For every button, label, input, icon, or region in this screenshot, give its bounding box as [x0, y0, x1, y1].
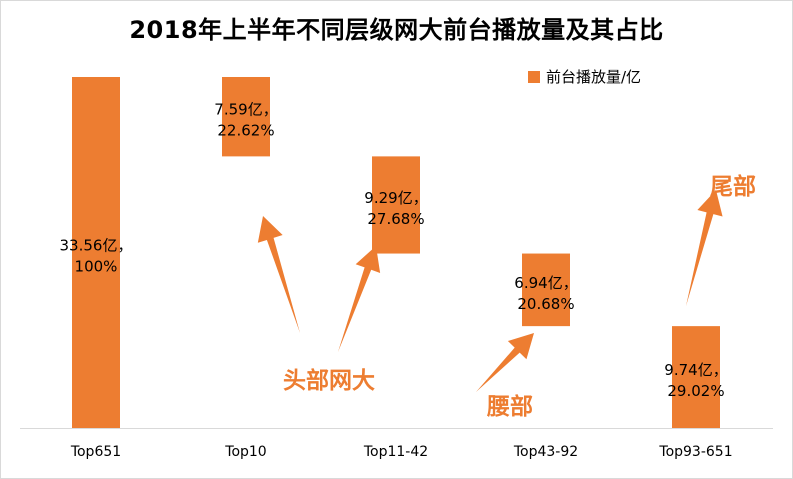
bar-top93-651 [672, 326, 720, 428]
data-label-top43-92-share: 20.68% [517, 295, 574, 313]
data-label-top11-42-share: 27.68% [367, 210, 424, 228]
bar-top651 [72, 77, 120, 428]
arrow-to-top11-42 [338, 246, 381, 352]
arrow-to-top10 [257, 216, 300, 333]
chart-title: 2018年上半年不同层级网大前台播放量及其占比 [129, 16, 664, 44]
data-label-top43-92-value: 6.94亿， [514, 274, 577, 292]
x-tick-label-top43-92: Top43-92 [513, 444, 578, 460]
legend-swatch [528, 70, 540, 83]
x-tick-label-top10: Top10 [224, 444, 266, 460]
data-label-top10-value: 7.59亿， [214, 101, 277, 119]
x-tick-label-top93-651: Top93-651 [658, 444, 732, 460]
data-label-top93-651-value: 9.74亿， [664, 361, 727, 379]
data-label-top93-651-share: 29.02% [667, 382, 724, 400]
bar-top11-42 [372, 156, 420, 254]
callout-top10: 头部网大 [283, 367, 375, 394]
callout-top93-651: 尾部 [710, 173, 756, 200]
x-tick-label-top651: Top651 [70, 444, 121, 460]
bar-top43-92 [522, 253, 570, 327]
arrow-to-top93-651 [686, 190, 723, 306]
arrow-to-top43-92 [476, 333, 534, 392]
legend-label: 前台播放量/亿 [546, 68, 642, 86]
data-label-top651-value: 33.56亿， [60, 237, 133, 255]
bar-top10 [222, 77, 270, 157]
data-label-top651-share: 100% [75, 258, 118, 276]
data-label-top11-42-value: 9.29亿， [364, 189, 427, 207]
callout-top43-92: 腰部 [486, 393, 533, 420]
data-label-top10-share: 22.62% [217, 122, 274, 140]
x-tick-label-top11-42: Top11-42 [363, 444, 428, 460]
legend: 前台播放量/亿 [528, 66, 641, 87]
